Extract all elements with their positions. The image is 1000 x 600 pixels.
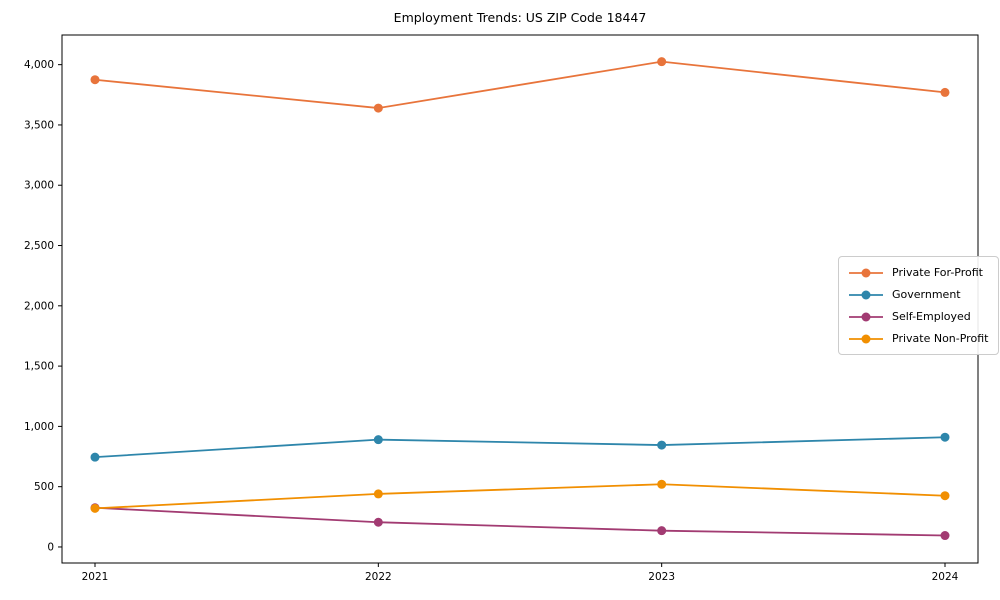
axes-ticks: 0 500 1,000 1,500 2,000 2,500 3,000 3,500 4,000 2… [24, 59, 959, 583]
legend-item-private-for-profit: Private For-Profit [848, 264, 988, 281]
data-point-government-2021 [90, 452, 100, 462]
data-point-private-for-profit-2021 [90, 75, 100, 85]
data-point-self-employed-2023 [657, 526, 667, 536]
legend-label-private-non-profit: Private Non-Profit [892, 332, 989, 345]
data-point-government-2022 [373, 435, 383, 445]
y-tick-label: 500 [34, 481, 54, 493]
y-tick-label: 1,000 [24, 421, 54, 433]
data-point-private-for-profit-2022 [373, 103, 383, 113]
series-line-government [94, 436, 946, 459]
y-tick-label: 2,500 [24, 240, 54, 252]
data-point-private-non-profit-2022 [373, 489, 383, 499]
data-point-private-for-profit-2024 [940, 87, 950, 97]
legend-dot [861, 334, 871, 343]
x-tick-label: 2023 [648, 571, 675, 583]
series-lines [90, 57, 950, 541]
chart-title: Employment Trends: US ZIP Code 18447 [393, 10, 647, 25]
data-point-self-employed-2024 [940, 531, 950, 541]
series-line-private-non-profit [94, 483, 946, 510]
series-line-self-employed [94, 506, 946, 537]
data-point-self-employed-2022 [373, 517, 383, 527]
x-tick-label: 2022 [365, 571, 392, 583]
legend-item-government: Government [848, 286, 988, 303]
x-tick-label: 2024 [932, 571, 959, 583]
legend-label-government: Government [892, 288, 961, 301]
data-point-government-2023 [657, 440, 667, 450]
legend-item-self-employed: Self-Employed [848, 308, 988, 325]
y-tick-label: 3,000 [24, 180, 54, 192]
legend-dot [861, 312, 871, 321]
legend-item-private-non-profit: Private Non-Profit [848, 330, 988, 347]
data-point-private-non-profit-2024 [940, 491, 950, 501]
legend-marker-self-employed [849, 312, 883, 321]
data-point-private-non-profit-2023 [657, 479, 667, 489]
legend-marker-private-for-profit [849, 268, 883, 277]
data-point-private-non-profit-2021 [90, 503, 100, 513]
legend-label-private-for-profit: Private For-Profit [892, 266, 983, 279]
legend-marker-government [849, 290, 883, 299]
y-tick-label: 3,500 [24, 119, 54, 131]
data-point-private-for-profit-2023 [657, 57, 667, 67]
chart-legend: Private For-Profit Government Self-Employe… [838, 256, 1000, 355]
x-tick-label: 2021 [82, 571, 109, 583]
legend-dot [861, 290, 871, 299]
legend-label-self-employed: Self-Employed [892, 310, 971, 323]
series-line-private-for-profit [94, 60, 946, 109]
y-tick-label: 1,500 [24, 361, 54, 373]
legend-marker-private-non-profit [849, 334, 883, 343]
data-point-government-2024 [940, 432, 950, 442]
y-tick-label: 2,000 [24, 300, 54, 312]
legend-dot [861, 268, 871, 277]
y-tick-label: 4,000 [24, 59, 54, 71]
y-tick-label: 0 [47, 541, 54, 553]
